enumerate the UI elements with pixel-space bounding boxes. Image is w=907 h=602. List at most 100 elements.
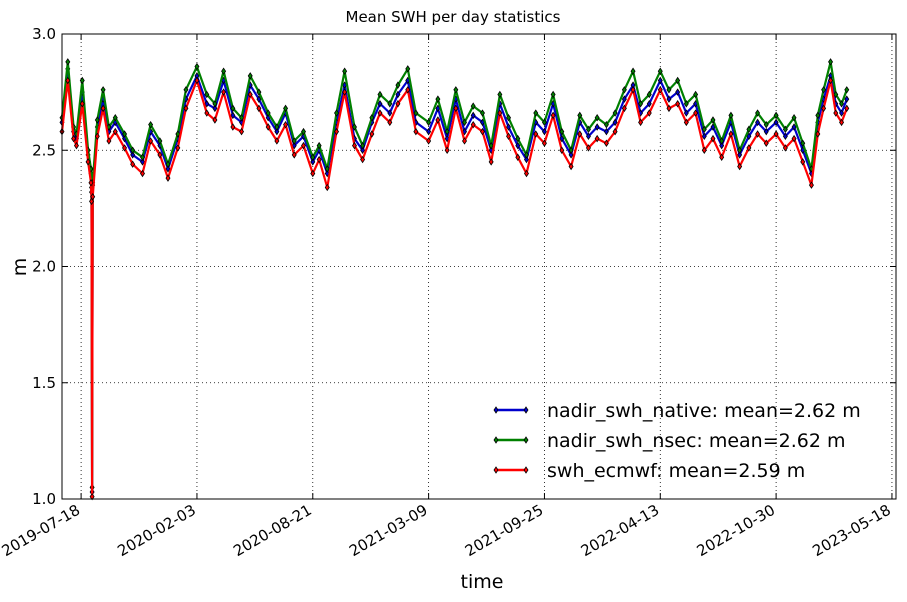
data-point-marker — [833, 109, 839, 117]
data-point-marker — [140, 169, 145, 178]
data-point-marker — [274, 127, 280, 136]
data-point-marker — [657, 86, 663, 94]
series-line-nadir_swh_nsec — [60, 60, 848, 489]
data-point-marker — [140, 153, 145, 161]
data-point-marker — [310, 158, 316, 166]
data-point-marker — [800, 139, 806, 147]
data-point-marker — [719, 153, 725, 161]
data-point-marker — [369, 130, 375, 138]
data-point-marker — [693, 109, 699, 117]
y-tick-label: 1.5 — [32, 374, 56, 392]
data-point-marker — [351, 123, 357, 131]
data-point-marker — [559, 127, 565, 136]
data-point-marker — [79, 100, 85, 108]
data-point-marker — [204, 90, 210, 99]
data-point-marker — [497, 109, 503, 117]
data-point-marker — [844, 95, 850, 103]
data-point-marker — [719, 137, 725, 145]
data-point-marker — [568, 151, 574, 159]
legend-marker — [493, 466, 499, 474]
data-point-marker — [221, 67, 227, 75]
data-point-marker — [377, 109, 383, 117]
chart-title: Mean SWH per day statistics — [346, 8, 561, 26]
legend-marker — [523, 466, 529, 474]
data-point-marker — [426, 127, 432, 136]
data-point-marker — [506, 123, 512, 131]
data-point-marker — [462, 118, 468, 127]
data-point-marker — [791, 134, 797, 143]
data-point-marker — [621, 95, 627, 103]
data-point-marker — [212, 116, 218, 124]
legend-label: nadir_swh_native: mean=2.62 m — [547, 400, 861, 422]
data-point-marker — [395, 90, 401, 99]
data-point-marker — [821, 104, 827, 113]
data-point-marker — [413, 109, 419, 117]
data-point-marker — [183, 104, 189, 113]
data-point-marker — [387, 118, 393, 127]
data-point-marker — [701, 125, 707, 134]
data-point-marker — [506, 132, 512, 141]
data-point-marker — [444, 127, 450, 136]
data-point-marker — [175, 130, 181, 138]
data-point-marker — [488, 141, 494, 150]
data-point-marker — [369, 113, 375, 122]
data-point-marker — [426, 118, 432, 127]
data-point-marker — [755, 118, 761, 127]
data-point-marker — [839, 109, 845, 117]
data-point-marker — [444, 134, 450, 143]
data-point-marker — [577, 130, 583, 138]
data-point-marker — [541, 139, 547, 147]
data-point-marker — [666, 86, 672, 94]
data-point-marker — [746, 144, 752, 152]
data-point-marker — [89, 492, 95, 501]
data-point-marker — [782, 144, 788, 152]
data-point-marker — [212, 104, 218, 113]
data-point-marker — [773, 111, 779, 120]
data-point-marker — [283, 120, 289, 129]
data-point-marker — [175, 144, 181, 152]
data-point-marker — [844, 104, 850, 113]
data-point-marker — [316, 141, 322, 150]
data-point-marker — [533, 130, 539, 138]
data-point-marker — [324, 183, 330, 192]
data-point-marker — [351, 141, 357, 150]
data-point-marker — [274, 123, 280, 131]
data-point-marker — [291, 141, 297, 150]
data-point-marker — [603, 127, 609, 136]
data-point-marker — [395, 81, 401, 89]
data-point-marker — [621, 86, 627, 94]
data-point-marker — [568, 146, 574, 154]
data-point-marker — [360, 146, 366, 154]
x-axis-title: time — [461, 571, 504, 593]
data-point-marker — [71, 134, 77, 143]
data-point-marker — [675, 88, 681, 96]
data-point-marker — [800, 158, 806, 166]
data-point-marker — [497, 90, 503, 99]
data-point-marker — [140, 158, 145, 166]
data-point-marker — [405, 65, 411, 73]
data-point-marker — [666, 104, 672, 113]
data-point-marker — [94, 132, 100, 141]
legend-label: nadir_swh_nsec: mean=2.62 m — [547, 430, 846, 452]
data-point-marker — [594, 113, 600, 122]
data-point-marker — [462, 137, 468, 145]
data-point-marker — [773, 130, 779, 138]
data-point-marker — [310, 153, 316, 161]
data-point-marker — [638, 100, 644, 108]
data-point-marker — [112, 113, 118, 122]
data-point-marker — [550, 111, 556, 120]
data-point-marker — [594, 134, 600, 143]
data-point-marker — [130, 146, 136, 154]
data-point-marker — [638, 118, 644, 127]
data-point-marker — [479, 109, 485, 117]
legend-marker — [493, 436, 499, 444]
data-point-marker — [88, 179, 94, 187]
data-point-marker — [603, 120, 609, 129]
data-point-marker — [657, 76, 663, 85]
data-point-marker — [316, 155, 322, 164]
data-point-marker — [112, 127, 118, 136]
data-point-marker — [737, 151, 743, 159]
data-point-marker — [515, 153, 521, 161]
y-tick-label: 2.0 — [32, 258, 56, 276]
data-point-marker — [165, 165, 171, 173]
